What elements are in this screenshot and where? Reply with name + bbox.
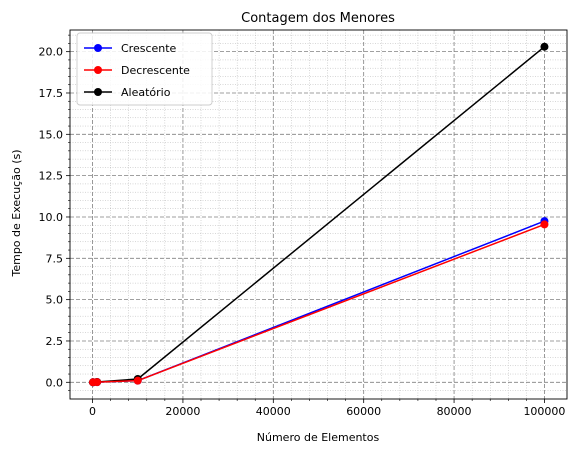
x-tick-label: 60000 [346, 405, 381, 418]
data-point-decrescente [93, 378, 102, 387]
y-axis-label: Tempo de Execução (s) [10, 149, 23, 277]
x-axis-label: Número de Elementos [257, 431, 380, 444]
legend-label-crescente: Crescente [121, 42, 177, 55]
legend-label-aleatorio: Aleatório [121, 86, 171, 99]
data-point-decrescente [540, 220, 549, 229]
axis-ticks: 0 20000 40000 60000 80000 100000 0.0 2.5 5.0 7.5 1… [39, 34, 565, 418]
data-point-aleatorio [540, 42, 549, 51]
series-layer [89, 42, 549, 387]
data-point-decrescente [133, 376, 142, 385]
y-tick-label: 2.5 [46, 335, 64, 348]
legend-item-crescente: Crescente [84, 42, 177, 55]
x-tick-label: 0 [89, 405, 96, 418]
y-tick-label: 12.5 [39, 170, 64, 183]
y-tick-label: 7.5 [46, 252, 64, 265]
y-tick-label: 0.0 [46, 376, 64, 389]
legend: Crescente Decrescente Aleatório [76, 32, 213, 106]
plot-area-frame [69, 29, 568, 400]
legend-label-decrescente: Decrescente [121, 64, 190, 77]
chart-title: Contagem dos Menores [241, 11, 395, 26]
y-tick-label: 17.5 [39, 87, 64, 100]
legend-item-decrescente: Decrescente [84, 64, 190, 77]
legend-marker-crescente [94, 44, 102, 52]
y-tick-label: 15.0 [39, 128, 64, 141]
legend-box [76, 32, 213, 106]
x-tick-label: 80000 [437, 405, 472, 418]
legend-item-aleatorio: Aleatório [84, 86, 171, 99]
y-tick-label: 20.0 [39, 46, 64, 59]
x-tick-label: 40000 [256, 405, 291, 418]
legend-marker-aleatorio [94, 88, 102, 96]
x-tick-label: 20000 [165, 405, 200, 418]
legend-marker-decrescente [94, 66, 102, 74]
y-tick-label: 5.0 [46, 294, 64, 307]
y-tick-label: 10.0 [39, 211, 64, 224]
x-tick-label: 100000 [523, 405, 565, 418]
